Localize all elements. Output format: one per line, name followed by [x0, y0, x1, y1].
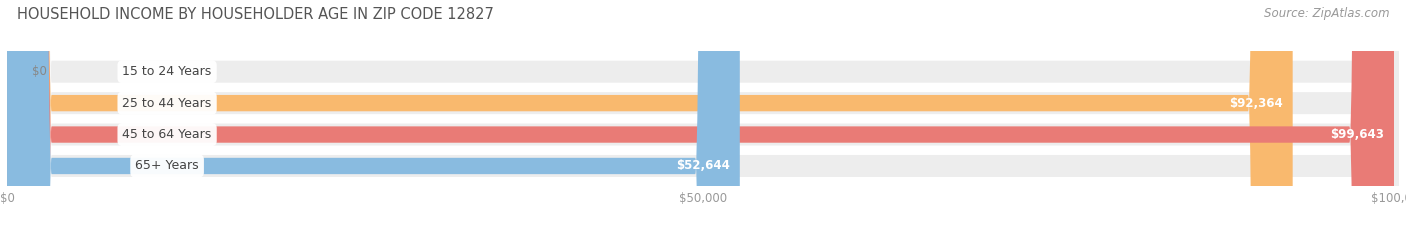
Text: $99,643: $99,643 — [1330, 128, 1385, 141]
Text: 45 to 64 Years: 45 to 64 Years — [122, 128, 212, 141]
Text: 15 to 24 Years: 15 to 24 Years — [122, 65, 212, 78]
Text: HOUSEHOLD INCOME BY HOUSEHOLDER AGE IN ZIP CODE 12827: HOUSEHOLD INCOME BY HOUSEHOLDER AGE IN Z… — [17, 7, 494, 22]
Text: 25 to 44 Years: 25 to 44 Years — [122, 97, 212, 110]
Text: $52,644: $52,644 — [676, 159, 730, 172]
FancyBboxPatch shape — [7, 0, 1399, 233]
FancyBboxPatch shape — [7, 0, 740, 233]
Text: $92,364: $92,364 — [1229, 97, 1282, 110]
FancyBboxPatch shape — [7, 0, 1292, 233]
FancyBboxPatch shape — [7, 0, 1399, 233]
FancyBboxPatch shape — [7, 0, 1399, 233]
Text: 65+ Years: 65+ Years — [135, 159, 198, 172]
FancyBboxPatch shape — [7, 0, 1399, 233]
Text: Source: ZipAtlas.com: Source: ZipAtlas.com — [1264, 7, 1389, 20]
Text: $0: $0 — [32, 65, 46, 78]
FancyBboxPatch shape — [7, 0, 1393, 233]
